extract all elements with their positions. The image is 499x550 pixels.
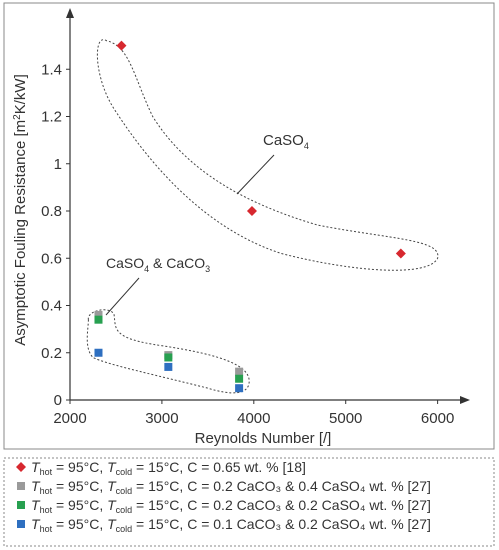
data-point-square: [235, 367, 244, 376]
legend-entry: Thot = 95°C, Tcold = 15°C, C = 0.2 CaCO₃…: [31, 478, 431, 496]
x-tick-label: 4000: [237, 410, 270, 427]
legend-entry: Thot = 95°C, Tcold = 15°C, C = 0.2 CaCO₃…: [31, 497, 431, 515]
plot-frame: [3, 2, 495, 450]
legend-marker: [17, 501, 25, 509]
annotation-caso4: CaSO4: [263, 132, 309, 151]
data-point-square: [164, 353, 173, 362]
legend-frame: [3, 457, 495, 547]
legend-marker: [17, 520, 25, 528]
y-tick-label: 1: [54, 156, 62, 173]
y-tick-label: 0.8: [41, 203, 62, 220]
legend: Thot = 95°C, Tcold = 15°C, C = 0.65 wt. …: [16, 459, 431, 534]
data-point-diamond: [116, 40, 127, 51]
legend-marker: [17, 482, 25, 490]
cluster-outline-caso4: [96, 39, 439, 271]
x-tick-label: 2000: [53, 410, 86, 427]
x-tick-label: 6000: [421, 410, 454, 427]
data-point-square: [94, 315, 103, 324]
x-tick-label: 3000: [145, 410, 178, 427]
legend-entry: Thot = 95°C, Tcold = 15°C, C = 0.1 CaCO₃…: [31, 516, 431, 534]
annotation-caso4-caco3: CaSO4 & CaCO3: [106, 255, 210, 274]
data-point-square: [235, 374, 244, 383]
axes: 2000 3000 4000 5000 6000 0 0.2 0.4 0.6 0.8 1 1.2 1.4: [41, 8, 470, 427]
x-tick-label: 5000: [329, 410, 362, 427]
legend-entry: Thot = 95°C, Tcold = 15°C, C = 0.65 wt. …: [31, 459, 306, 477]
y-tick-label: 1.4: [41, 61, 62, 78]
data-point-diamond: [395, 248, 406, 259]
cluster-outline-caso4-caco3: [86, 309, 250, 394]
data-marks: [94, 40, 406, 393]
annotation-leader-caso4: [236, 154, 275, 195]
y-tick-label: 0.4: [41, 298, 62, 315]
data-point-diamond: [246, 206, 257, 216]
data-point-square: [235, 384, 244, 393]
y-axis-arrow: [66, 8, 74, 18]
data-point-square: [94, 310, 103, 319]
cluster-outlines: [86, 39, 439, 394]
annotation-leader-mixed: [105, 277, 140, 316]
y-axis-label: Asymptotic Fouling Resistance [m2K/kW]: [12, 74, 29, 345]
y-tick-label: 0.6: [41, 250, 62, 267]
x-axis-arrow: [460, 396, 470, 404]
y-tick-label: 0: [54, 392, 62, 409]
y-tick-label: 0.2: [41, 345, 62, 362]
legend-marker: [16, 462, 26, 472]
data-point-square: [94, 348, 103, 357]
y-tick-label: 1.2: [41, 109, 62, 126]
data-point-square: [164, 362, 173, 371]
x-axis-label: Reynolds Number [/]: [195, 430, 332, 447]
